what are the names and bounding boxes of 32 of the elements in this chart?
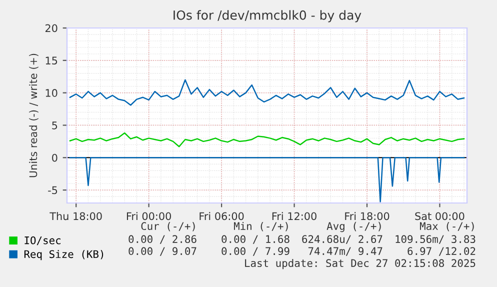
chart-title: IOs for /dev/mmcblk0 - by day — [174, 10, 362, 22]
y-axis-title: Units read (-) / write (+) — [29, 54, 38, 178]
text: 0.00 / 9.07 — [128, 247, 196, 256]
text: 0.00 / 7.99 — [222, 247, 290, 256]
y-tick-label: 20 — [45, 24, 58, 32]
y-tick-label: 10 — [46, 89, 58, 97]
text: 0.00 / 1.68 — [222, 235, 290, 244]
y-tick-label: 0 — [52, 154, 58, 162]
line-series — [69, 157, 465, 202]
line-series — [69, 79, 465, 106]
text: 74.47m/ 9.47 — [308, 247, 382, 256]
text: Avg (-/+) — [326, 222, 381, 232]
text: 624.68u/ 2.67 — [302, 235, 382, 244]
x-tick-label: Fri 06:00 — [200, 212, 244, 220]
text: 0.00 / 2.86 — [128, 235, 196, 244]
text: Last update: Sat Dec 27 02:15:08 2025 — [245, 258, 476, 270]
text: Max (-/+) — [420, 222, 474, 232]
x-tick-label: Sat 00:00 — [415, 212, 464, 220]
legend-label: IO/sec — [24, 236, 60, 246]
y-tick-label: 15 — [46, 56, 58, 65]
line-series — [69, 132, 465, 148]
x-tick-label: Fri 18:00 — [345, 212, 390, 220]
legend-label: Req Size (KB) — [24, 250, 104, 260]
text: 6.97 /12.02 — [408, 247, 476, 256]
text: Min (-/+) — [234, 222, 288, 232]
y-tick-label: 5 — [52, 122, 58, 130]
text: 109.56m/ 3.83 — [396, 235, 476, 244]
x-tick-label: Thu 18:00 — [50, 212, 102, 220]
text: Cur (-/+) — [141, 222, 195, 232]
y-tick-label: -5 — [48, 186, 58, 194]
x-tick-label: Fri 12:00 — [272, 212, 316, 220]
x-tick-label: Fri 00:00 — [126, 212, 171, 220]
